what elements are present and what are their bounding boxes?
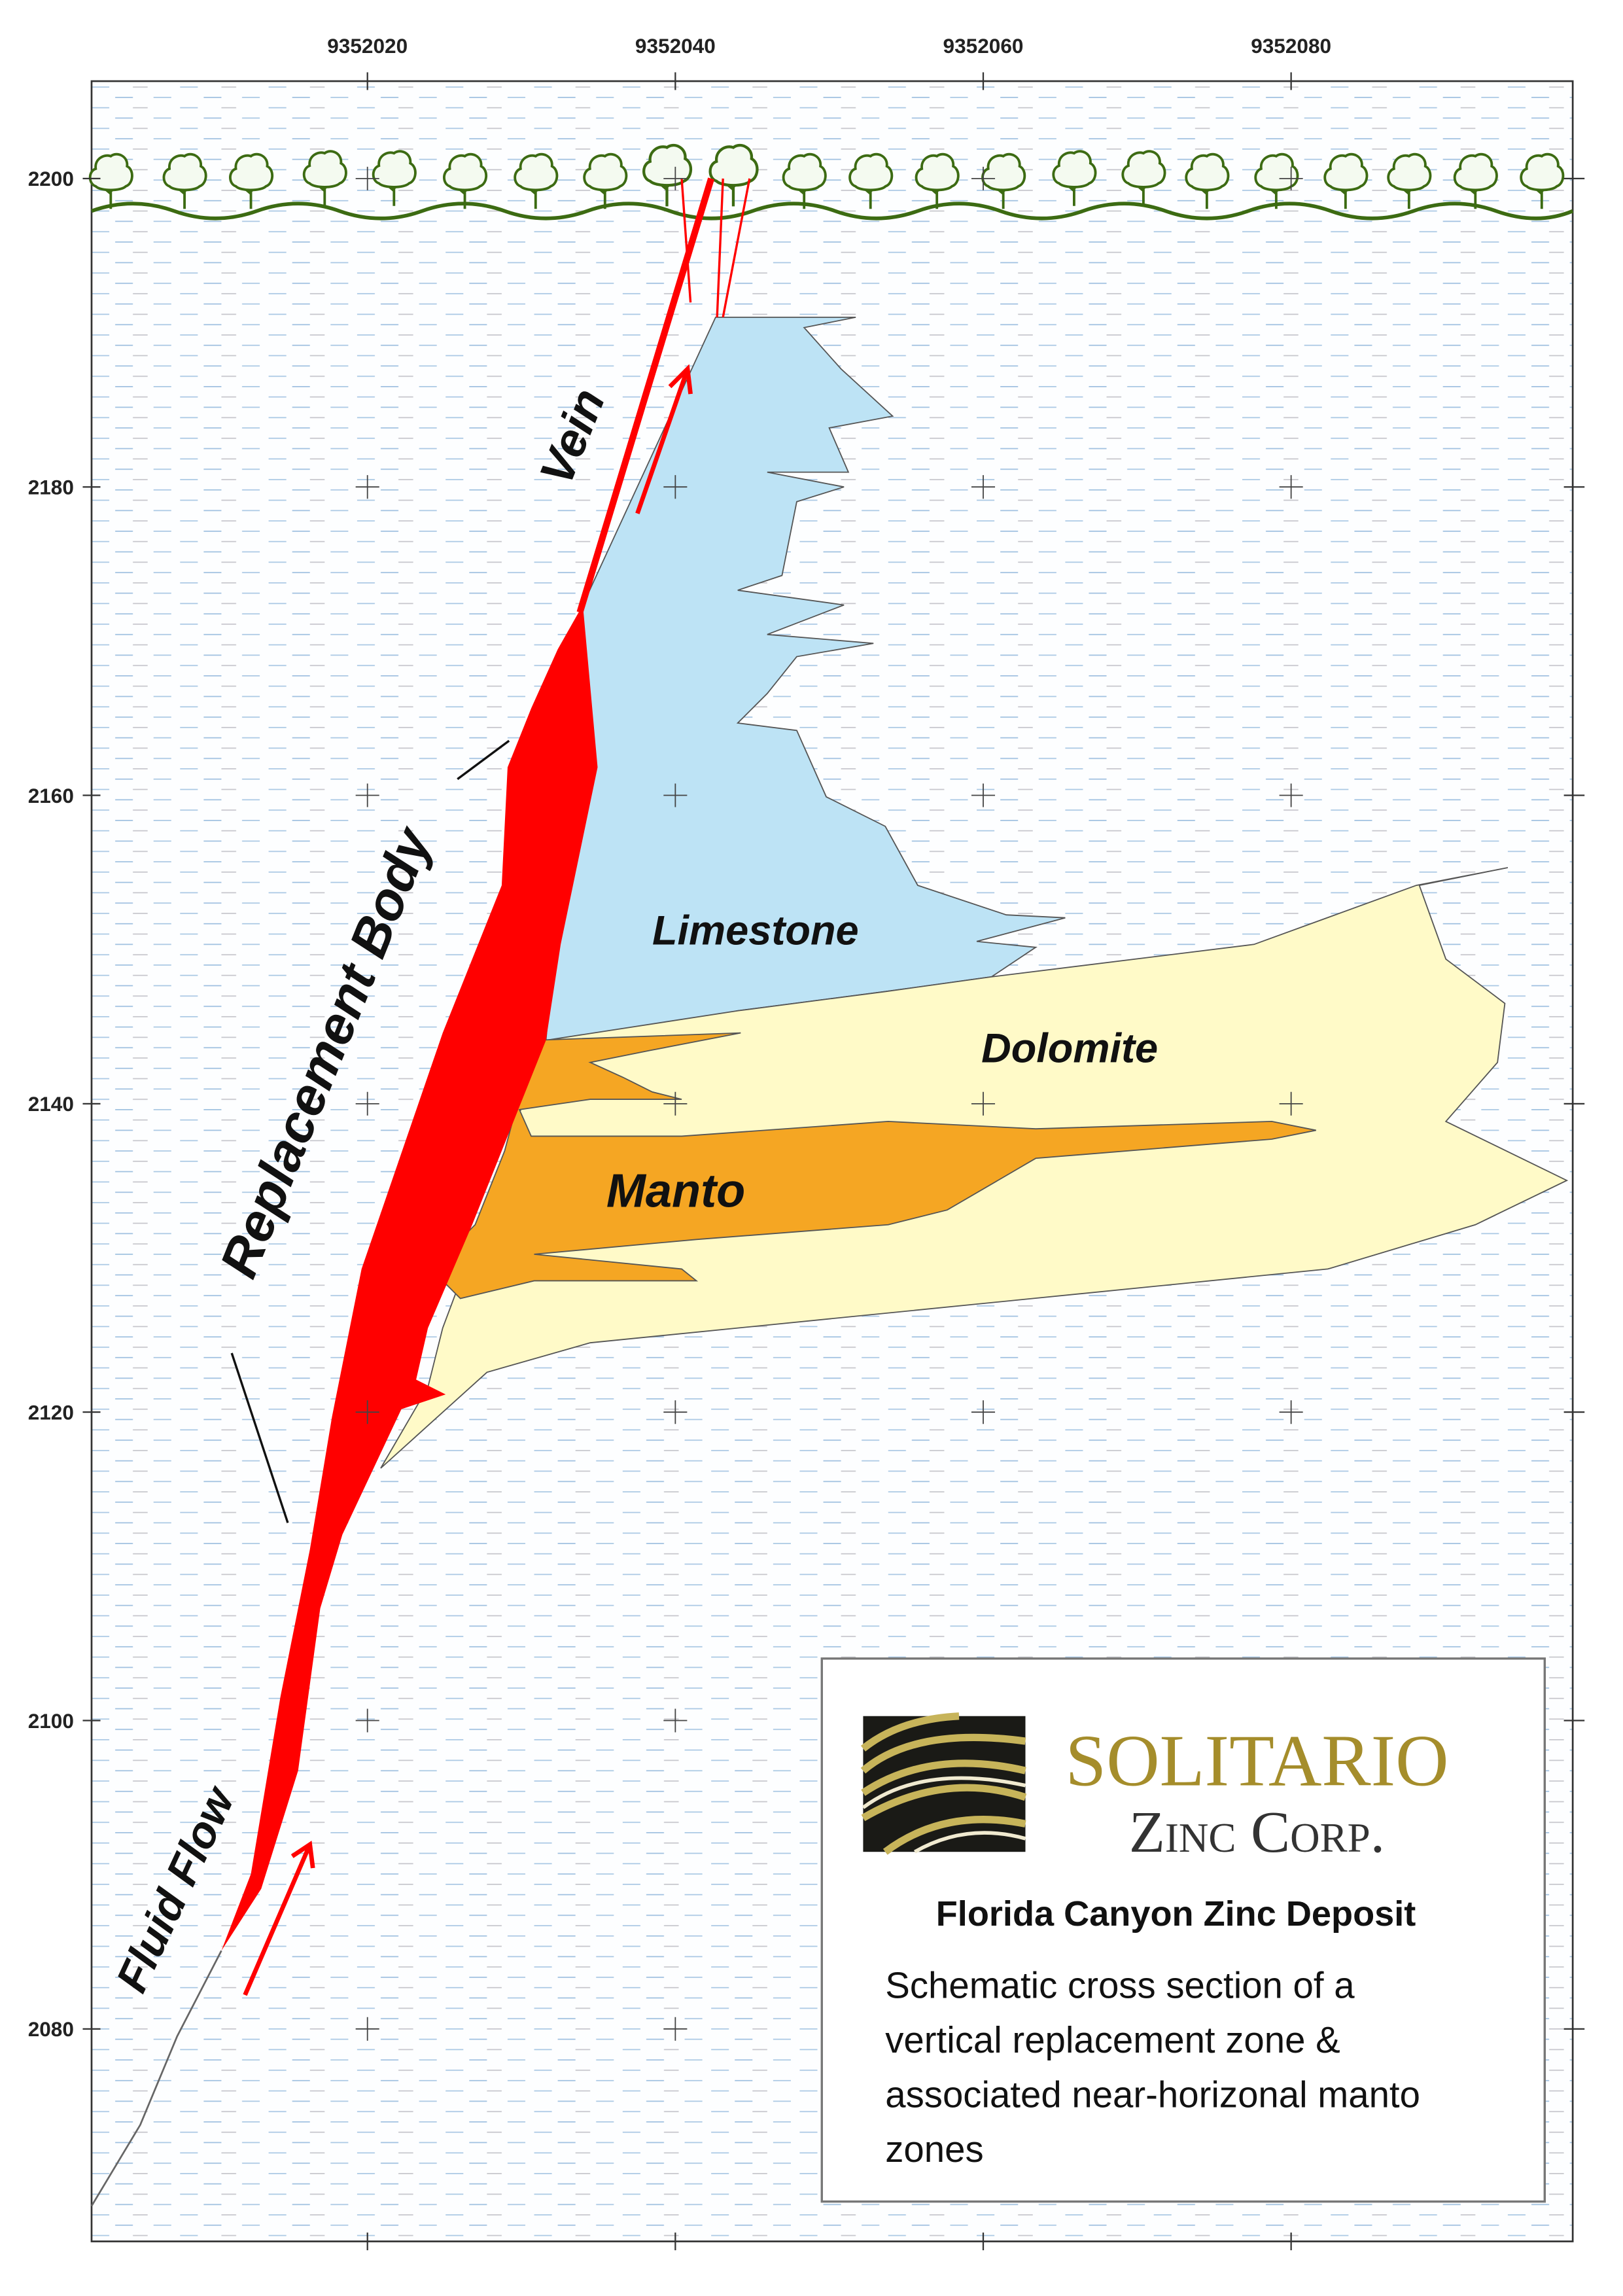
grid-cross [355, 1091, 379, 1116]
vein [576, 177, 715, 614]
y-tick-label: 2160 [28, 784, 74, 807]
ground-line [91, 202, 1574, 221]
legend-title: Florida Canyon Zinc Deposit [936, 1894, 1416, 1934]
grid-cross [1279, 1400, 1303, 1424]
grid-cross [971, 1400, 996, 1424]
grid-cross [663, 1400, 688, 1424]
vein-branch [716, 178, 724, 317]
grid-cross [663, 783, 688, 807]
flow-arrows [243, 364, 693, 1996]
grid-cross [355, 475, 379, 499]
grid-cross [663, 1091, 688, 1116]
fault-line [90, 1950, 222, 2207]
legend-description: associated near-horizonal manto [885, 2074, 1420, 2115]
limestone-label: Limestone [652, 908, 859, 953]
callout-line [457, 739, 510, 781]
grid-cross [1279, 1091, 1303, 1116]
grid-cross [1279, 783, 1303, 807]
grid-cross [355, 1400, 379, 1424]
grid-cross [663, 166, 688, 190]
grid-cross [1279, 475, 1303, 499]
grid-cross [971, 475, 996, 499]
y-tick-label: 2080 [28, 2017, 74, 2041]
manto-label: Manto [606, 1165, 745, 1218]
dolomite-label: Dolomite [981, 1026, 1158, 1072]
grid-cross [355, 1708, 379, 1733]
legend-description: vertical replacement zone & [885, 2019, 1340, 2060]
legend-description: Schematic cross section of a [885, 1964, 1355, 2005]
x-tick-label: 9352080 [1251, 34, 1331, 58]
logo-mark [860, 1712, 1027, 1855]
grid-cross [355, 2017, 379, 2041]
x-tick-label: 9352040 [635, 34, 716, 58]
grid-cross [663, 2017, 688, 2041]
y-tick-label: 2200 [28, 167, 74, 190]
legend-description: zones [885, 2128, 983, 2170]
grid-cross [663, 475, 688, 499]
vein-branch [722, 178, 751, 318]
y-tick-label: 2140 [28, 1092, 74, 1116]
manto-zone [430, 1032, 1316, 1299]
grid-cross [1279, 166, 1303, 190]
logo-subtitle: Zinc Corp. [1129, 1799, 1385, 1865]
vein-branch [680, 178, 692, 303]
grid-cross [971, 166, 996, 190]
grid-cross [971, 1091, 996, 1116]
grid-cross [355, 783, 379, 807]
y-tick-label: 2180 [28, 475, 74, 499]
y-tick-label: 2120 [28, 1400, 74, 1424]
logo-name: SOLITARIO [1066, 1721, 1449, 1802]
y-tick-label: 2100 [28, 1709, 74, 1733]
grid-cross [663, 1708, 688, 1733]
x-tick-label: 9352020 [327, 34, 408, 58]
grid-cross [355, 166, 379, 190]
grid-cross [971, 783, 996, 807]
x-tick-label: 9352060 [943, 34, 1024, 58]
callout-line [230, 1352, 289, 1523]
replacement-body [221, 605, 598, 1951]
